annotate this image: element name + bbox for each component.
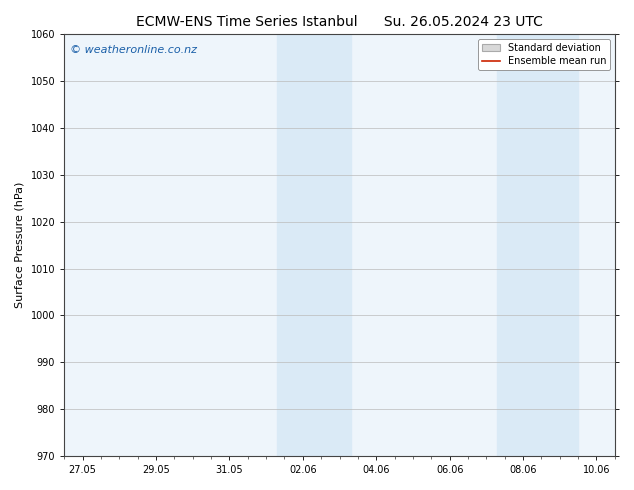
Legend: Standard deviation, Ensemble mean run: Standard deviation, Ensemble mean run	[479, 39, 610, 70]
Y-axis label: Surface Pressure (hPa): Surface Pressure (hPa)	[15, 182, 25, 308]
Title: ECMW-ENS Time Series Istanbul      Su. 26.05.2024 23 UTC: ECMW-ENS Time Series Istanbul Su. 26.05.…	[136, 15, 543, 29]
Bar	[497, 34, 578, 456]
Bar	[277, 34, 351, 456]
Text: © weatheronline.co.nz: © weatheronline.co.nz	[70, 45, 197, 55]
